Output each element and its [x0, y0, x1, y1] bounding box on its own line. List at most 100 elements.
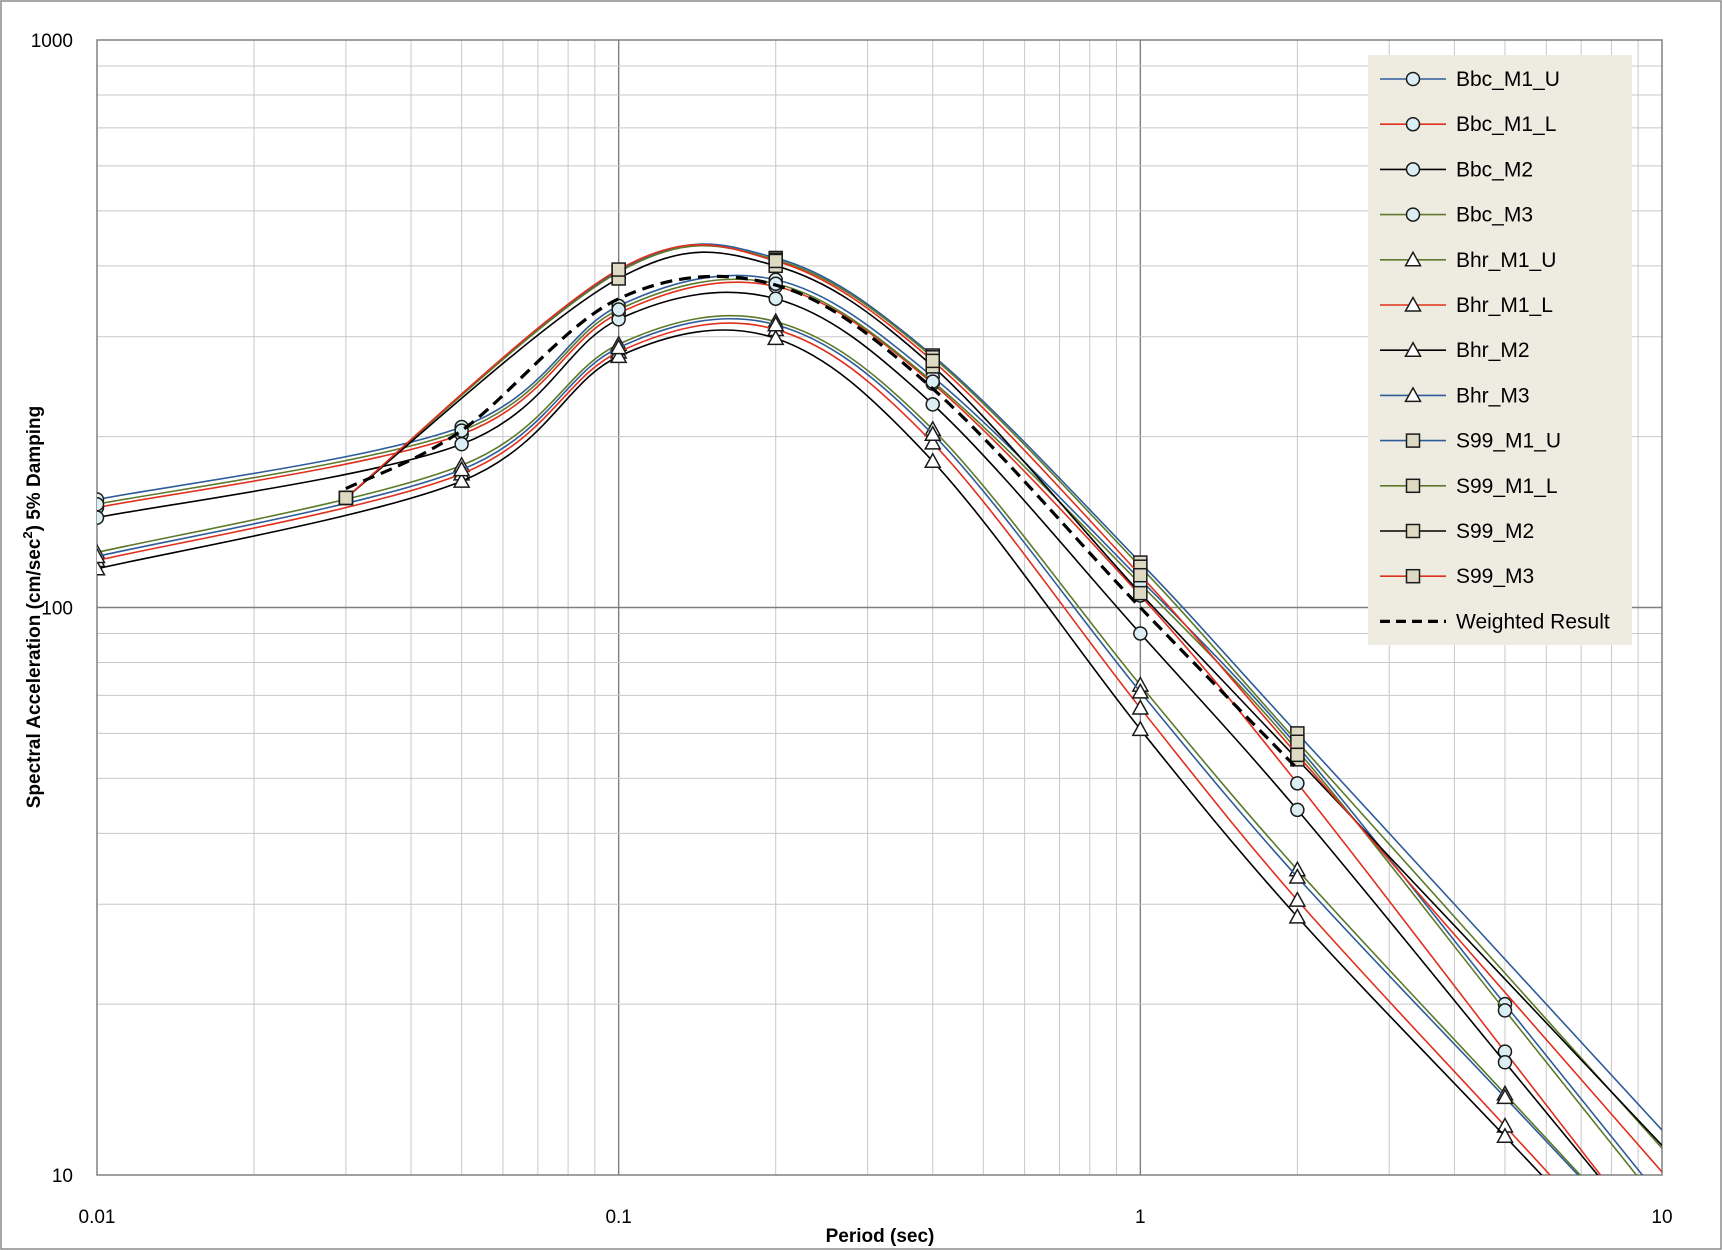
- data-point-bhr-m1-l: [923, 433, 942, 450]
- legend-marker-s99-m3: [1405, 568, 1421, 584]
- data-point-bhr-m1-l: [1288, 891, 1307, 907]
- data-point-bhr-m3: [452, 460, 471, 477]
- legend-label-bbc-m1-l: Bbc_M1_L: [1456, 113, 1556, 136]
- x-tick-label: 0.1: [605, 1207, 631, 1228]
- x-tick-label: 10: [1651, 1207, 1672, 1228]
- series-line-bbc-m1-l: [97, 281, 1602, 1175]
- x-axis-title: Period (sec): [826, 1226, 935, 1247]
- legend-entry-bhr-m1-u: Bhr_M1_U: [1380, 249, 1556, 272]
- series-bbc-m2: [97, 291, 1599, 1175]
- legend-label-s99-m1-l: S99_M1_L: [1456, 475, 1558, 498]
- legend-label-s99-m2: S99_M2: [1456, 520, 1534, 543]
- data-point-bhr-m3: [97, 547, 106, 564]
- legend-entry-s99-m1-l: S99_M1_L: [1380, 475, 1558, 498]
- series-layer: [97, 243, 1662, 1175]
- data-point-bhr-m2: [923, 452, 942, 469]
- grid: [97, 40, 1662, 1175]
- data-point-bhr-m3: [1288, 867, 1307, 884]
- legend-entry-weighted-result: Weighted Result: [1380, 610, 1610, 633]
- legend-marker-s99-m2: [1405, 523, 1421, 539]
- data-point-bbc-m2: [1290, 802, 1305, 818]
- y-axis-title: Spectral Acceleration (cm/sec2) 5% Dampi…: [20, 406, 45, 809]
- data-point-s99-m1-l: [1290, 734, 1305, 750]
- legend-marker-s99-m1-l: [1405, 478, 1421, 494]
- series-bhr-m2: [97, 329, 1543, 1175]
- series-bhr-m3: [97, 315, 1580, 1175]
- y-tick-label: 1000: [31, 31, 73, 52]
- legend-label-weighted-result: Weighted Result: [1456, 610, 1610, 633]
- y-tick-label: 10: [52, 1166, 73, 1187]
- data-point-bhr-m3: [923, 425, 942, 441]
- legend-entry-bbc-m3: Bbc_M3: [1380, 204, 1533, 227]
- legend-entry-bbc-m1-u: Bbc_M1_U: [1380, 68, 1560, 91]
- series-line-bhr-m2: [97, 329, 1543, 1175]
- series-line-bbc-m2: [97, 291, 1599, 1175]
- legend-label-bhr-m1-u: Bhr_M1_U: [1456, 249, 1556, 272]
- data-point-bhr-m2: [452, 472, 471, 488]
- data-point-bbc-m2: [925, 397, 940, 412]
- tick-labels: 0.01 0.1 1 10 10 100 1000: [31, 31, 1673, 1228]
- series-line-bbc-m1-u: [97, 274, 1644, 1175]
- legend-marker-bhr-m2: [1404, 341, 1422, 357]
- x-tick-label: 1: [1135, 1207, 1146, 1228]
- data-point-s99-m2: [1133, 585, 1148, 601]
- data-point-bbc-m2: [1133, 626, 1148, 641]
- data-point-bbc-m3: [1497, 1003, 1513, 1018]
- legend-marker-s99-m1-u: [1405, 433, 1421, 448]
- data-point-bhr-m3: [609, 338, 628, 355]
- legend-marker-bbc-m2: [1405, 162, 1421, 177]
- data-point-bbc-m3: [97, 497, 105, 512]
- legend-label-bbc-m2: Bbc_M2: [1456, 158, 1533, 181]
- legend-marker-bhr-m1-l: [1404, 295, 1422, 312]
- plot-area-border: [96, 39, 1663, 1176]
- x-tick-label: 0.01: [79, 1207, 116, 1228]
- data-point-s99-m3: [1290, 747, 1305, 763]
- data-point-s99-m3: [611, 262, 626, 277]
- series-line-bhr-m3: [97, 317, 1580, 1175]
- legend-entry-s99-m3: S99_M3: [1380, 565, 1534, 588]
- series-line-bhr-m1-u: [97, 314, 1582, 1175]
- legend-marker-bhr-m1-u: [1404, 250, 1422, 267]
- data-point-bbc-m2: [97, 510, 105, 525]
- data-point-bhr-m2: [1496, 1127, 1514, 1144]
- series-s99-m3: [338, 243, 1662, 1173]
- legend-label-s99-m3: S99_M3: [1456, 565, 1534, 588]
- legend-entry-bbc-m2: Bbc_M2: [1380, 158, 1533, 181]
- legend-entry-bbc-m1-l: Bbc_M1_L: [1380, 113, 1556, 136]
- data-point-bbc-m2: [768, 291, 783, 306]
- data-point-bhr-m3: [1131, 682, 1150, 699]
- data-point-bhr-m3: [1496, 1088, 1514, 1105]
- series-line-weighted-result: [345, 274, 1299, 770]
- legend-marker-bbc-m1-u: [1405, 71, 1421, 87]
- data-point-s99-m3: [1133, 567, 1148, 583]
- legend-label-s99-m1-u: S99_M1_U: [1456, 430, 1561, 453]
- legend-label-bhr-m2: Bhr_M2: [1456, 339, 1530, 362]
- data-point-bbc-m3: [611, 302, 626, 317]
- legend: Bbc_M1_U Bbc_M1_L Bbc_M2 Bbc_M3 Bhr_M1_U Bhr_…: [1368, 55, 1632, 645]
- data-point-bhr-m2: [1288, 907, 1307, 924]
- legend-entry-bhr-m1-l: Bhr_M1_L: [1380, 294, 1553, 317]
- legend-entry-s99-m2: S99_M2: [1380, 520, 1534, 543]
- data-point-s99-m3: [925, 353, 940, 369]
- data-point-bbc-m3: [925, 374, 940, 389]
- data-point-bhr-m2: [1131, 720, 1150, 737]
- data-point-bhr-m1-l: [1131, 699, 1150, 715]
- legend-marker-bbc-m1-l: [1405, 116, 1421, 132]
- data-point-bbc-m1-l: [1290, 776, 1305, 791]
- y-tick-label: 100: [41, 599, 73, 620]
- data-point-bhr-m2: [609, 347, 628, 364]
- data-point-s99-m3: [338, 490, 354, 506]
- legend-label-bbc-m1-u: Bbc_M1_U: [1456, 68, 1560, 91]
- series-line-bhr-m1-l: [97, 322, 1552, 1175]
- data-point-bbc-m2: [1497, 1055, 1513, 1070]
- legend-entry-bhr-m3: Bhr_M3: [1380, 384, 1530, 407]
- legend-label-bhr-m3: Bhr_M3: [1456, 384, 1530, 407]
- data-point-bhr-m2: [97, 559, 106, 576]
- data-point-s99-m3: [768, 253, 783, 269]
- legend-entry-s99-m1-u: S99_M1_U: [1380, 430, 1561, 453]
- data-point-bbc-m2: [454, 436, 469, 452]
- data-point-bhr-m3: [766, 315, 785, 332]
- legend-marker-bhr-m3: [1404, 386, 1422, 403]
- legend-marker-bbc-m3: [1405, 207, 1421, 222]
